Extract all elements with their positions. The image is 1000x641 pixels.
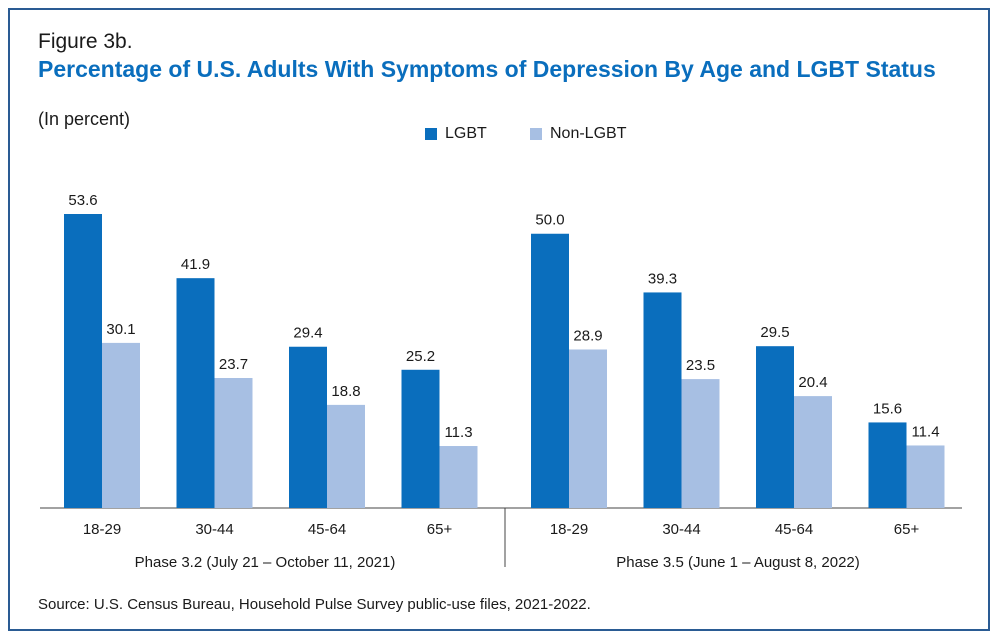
bar-lgbt-18-29: [64, 214, 102, 508]
bar-lgbt-45-64: [756, 346, 794, 508]
bar-non-lgbt-30-44: [682, 379, 720, 508]
bar-lgbt-65+: [402, 370, 440, 508]
tick-label: 18-29: [83, 521, 121, 538]
tick-label: 30-44: [195, 521, 233, 538]
data-label: 11.3: [444, 424, 472, 441]
bar-non-lgbt-65+: [907, 445, 945, 508]
tick-label: 45-64: [308, 521, 346, 538]
data-label: 53.6: [68, 192, 97, 209]
phase-label: Phase 3.5 (June 1 – August 8, 2022): [616, 554, 860, 571]
data-label: 30.1: [106, 321, 135, 338]
data-label: 29.4: [293, 325, 322, 342]
bar-lgbt-45-64: [289, 347, 327, 508]
data-label: 20.4: [798, 374, 827, 391]
bar-lgbt-30-44: [644, 292, 682, 508]
source-note: Source: U.S. Census Bureau, Household Pu…: [38, 596, 591, 613]
phase-label: Phase 3.2 (July 21 – October 11, 2021): [135, 554, 396, 571]
data-label: 18.8: [331, 383, 360, 400]
data-label: 39.3: [648, 270, 677, 287]
tick-label: 30-44: [662, 521, 700, 538]
bar-non-lgbt-18-29: [102, 343, 140, 508]
bar-non-lgbt-45-64: [794, 396, 832, 508]
bar-lgbt-30-44: [177, 278, 215, 508]
data-label: 23.7: [219, 356, 248, 373]
data-label: 41.9: [181, 256, 210, 273]
tick-label: 45-64: [775, 521, 813, 538]
data-label: 28.9: [573, 327, 602, 344]
bar-non-lgbt-65+: [440, 446, 478, 508]
bar-non-lgbt-30-44: [215, 378, 253, 508]
tick-label: 65+: [894, 521, 920, 538]
bar-non-lgbt-45-64: [327, 405, 365, 508]
data-label: 50.0: [535, 212, 564, 229]
data-label: 23.5: [686, 357, 715, 374]
bar-lgbt-65+: [869, 422, 907, 508]
data-label: 15.6: [873, 400, 902, 417]
data-label: 29.5: [760, 324, 789, 341]
data-label: 11.4: [911, 423, 939, 440]
bar-non-lgbt-18-29: [569, 349, 607, 508]
tick-label: 65+: [427, 521, 453, 538]
data-label: 25.2: [406, 348, 435, 365]
bar-chart: 53.6 30.1 18-29 41.9 23.7 30-44 29.4 18.8 45-64 2…: [0, 0, 1000, 641]
bar-lgbt-18-29: [531, 234, 569, 508]
tick-label: 18-29: [550, 521, 588, 538]
